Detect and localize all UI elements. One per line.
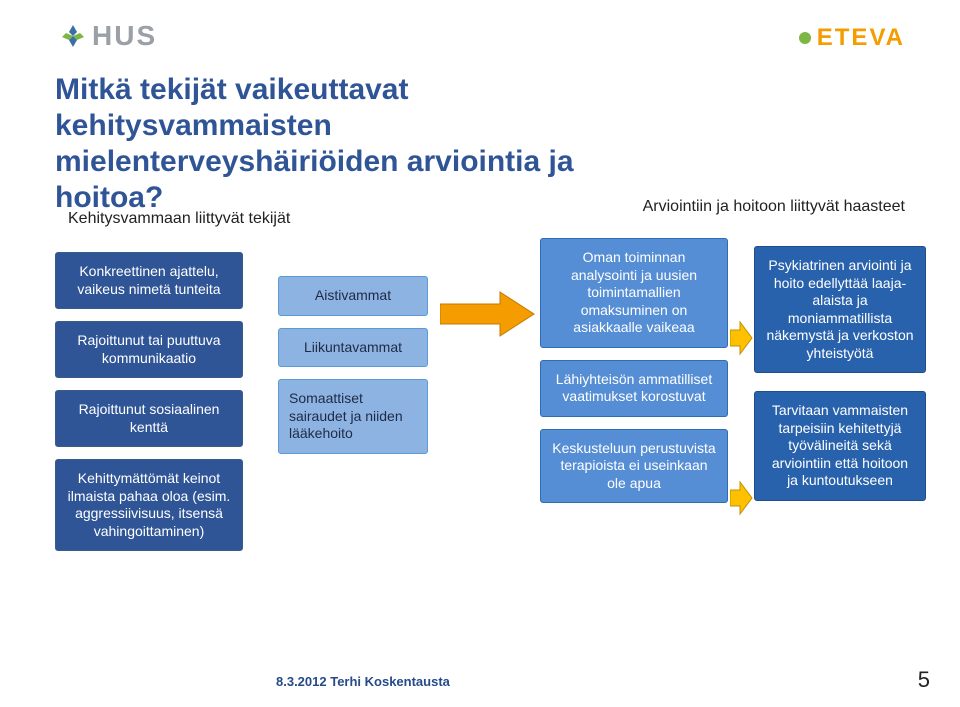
eteva-dot-icon — [799, 32, 811, 44]
footer-text: 8.3.2012 Terhi Koskentausta — [276, 674, 450, 689]
col1-box-3: Kehittymättömät keinot ilmaista pahaa ol… — [55, 459, 243, 551]
column-3: Oman toiminnan analysointi ja uusien toi… — [540, 238, 728, 503]
col2-box-0: Aistivammat — [278, 276, 428, 316]
hus-logo: HUS — [60, 20, 157, 52]
col4-box-0: Psykiatrinen arviointi ja hoito edellytt… — [754, 246, 926, 373]
column-1: Konkreettinen ajattelu, vaikeus nimetä t… — [55, 252, 243, 551]
subtitle-right: Arviointiin ja hoitoon liittyvät haastee… — [643, 198, 905, 216]
arrow-icon-2b — [730, 480, 754, 516]
arrow-icon-2a — [730, 320, 754, 356]
col3-box-2: Keskusteluun perustuvista terapioista ei… — [540, 429, 728, 504]
subtitle-left: Kehitysvammaan liittyvät tekijät — [68, 210, 290, 228]
slide-title: Mitkä tekijät vaikeuttavat kehitysvammai… — [55, 72, 615, 216]
col2-box-1: Liikuntavammat — [278, 328, 428, 368]
arrow-icon-1 — [440, 290, 536, 338]
col2-box-2: Somaattiset sairaudet ja niiden lääkehoi… — [278, 379, 428, 454]
col1-box-0: Konkreettinen ajattelu, vaikeus nimetä t… — [55, 252, 243, 309]
col4-box-1: Tarvitaan vammaisten tarpeisiin kehitett… — [754, 391, 926, 501]
hus-logo-text: HUS — [92, 20, 157, 52]
column-2: Aistivammat Liikuntavammat Somaattiset s… — [278, 276, 428, 454]
column-4: Psykiatrinen arviointi ja hoito edellytt… — [754, 246, 926, 501]
col3-box-0: Oman toiminnan analysointi ja uusien toi… — [540, 238, 728, 348]
eteva-logo: ETEVA — [799, 24, 905, 52]
col1-box-2: Rajoittunut sosiaalinen kenttä — [55, 390, 243, 447]
page-number: 5 — [918, 667, 930, 693]
eteva-logo-text: ETEVA — [817, 24, 905, 52]
hus-mark-icon — [60, 23, 86, 49]
col3-box-1: Lähiyhteisön ammatilliset vaatimukset ko… — [540, 360, 728, 417]
col1-box-1: Rajoittunut tai puuttuva kommunikaatio — [55, 321, 243, 378]
